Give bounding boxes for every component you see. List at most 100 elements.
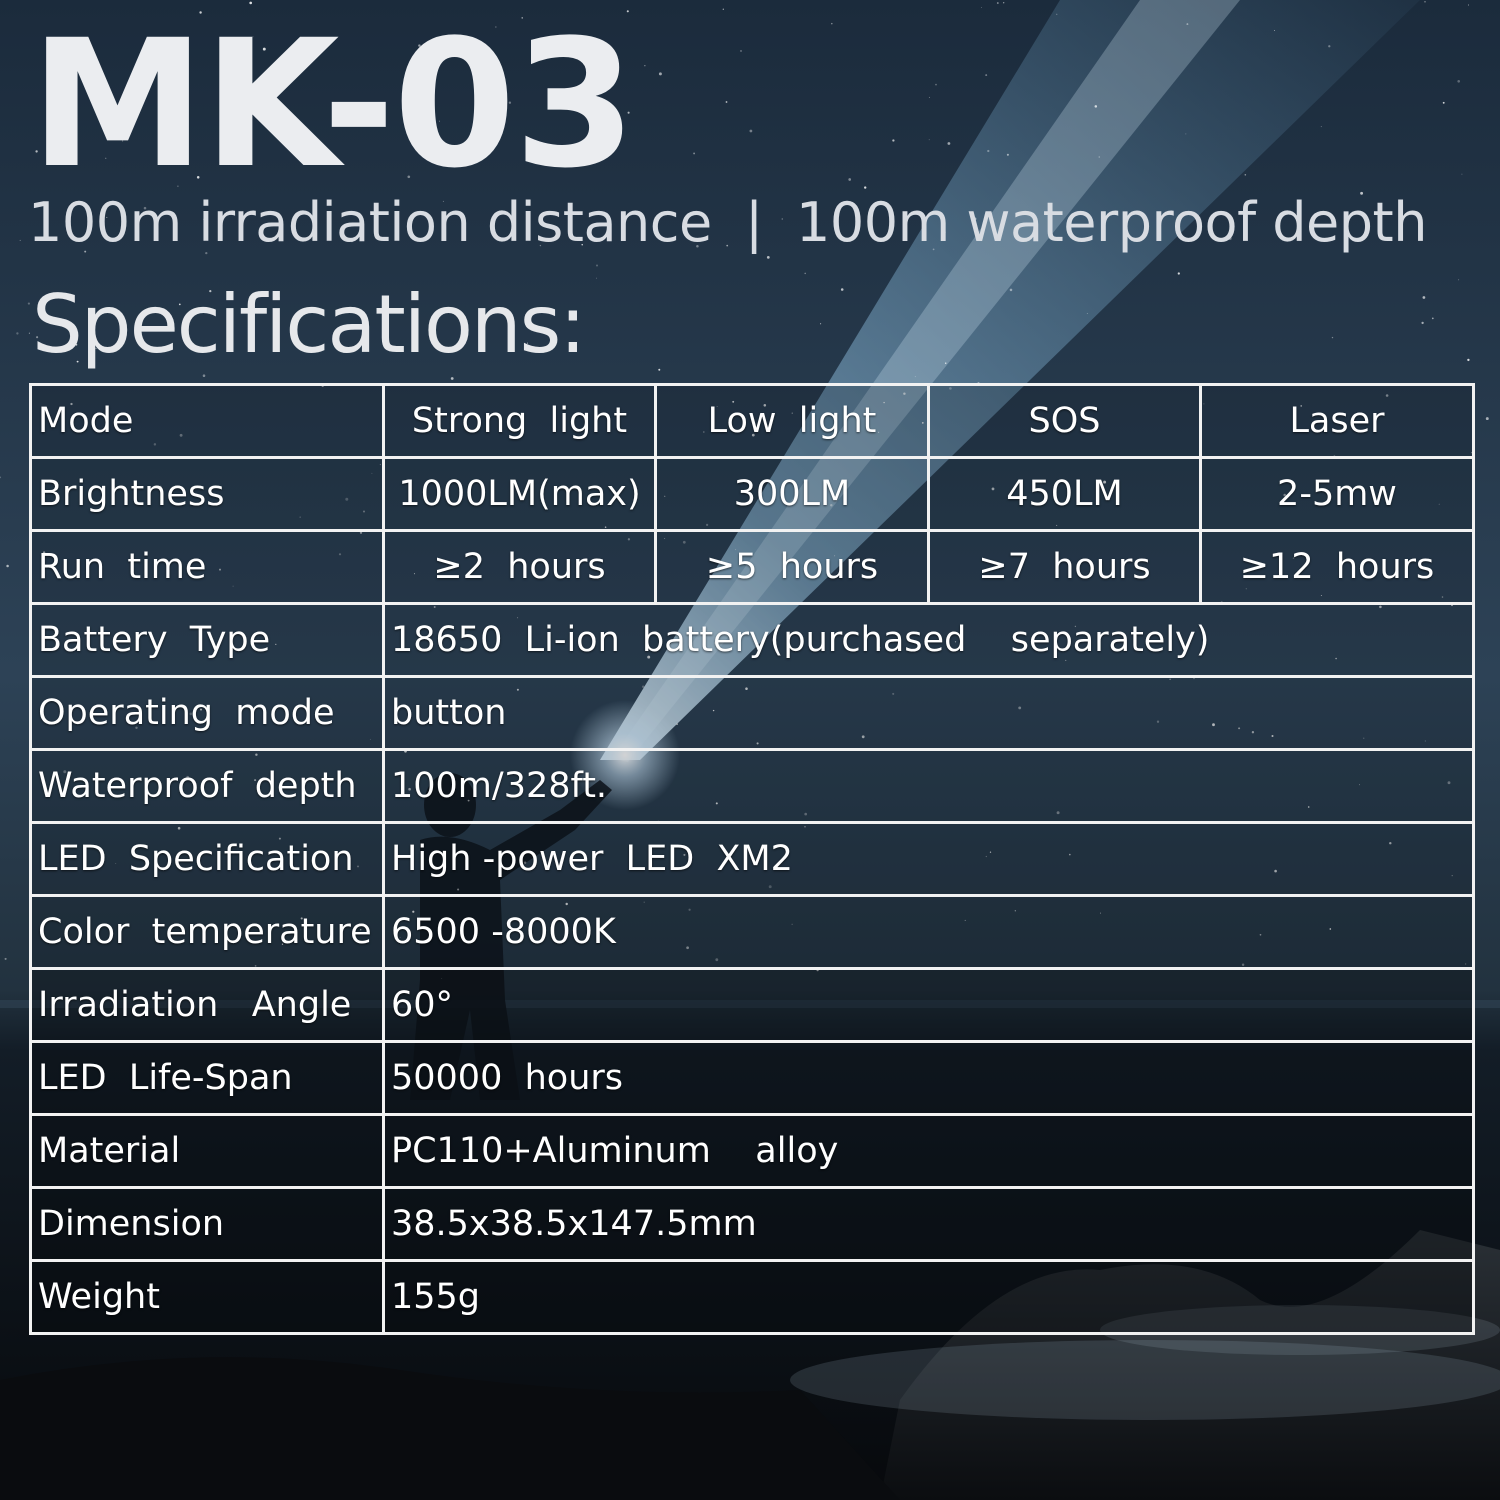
row-label: Dimension <box>29 1186 385 1262</box>
star <box>1177 272 1180 275</box>
star <box>95 347 97 350</box>
star <box>249 1 253 5</box>
row-value: button <box>382 675 1475 751</box>
mode-sos: SOS <box>927 383 1202 459</box>
star <box>205 251 208 255</box>
row-label: LED Life-Span <box>29 1040 385 1116</box>
star <box>1086 313 1088 314</box>
row-value: 18650 Li-ion battery(purchased separatel… <box>382 602 1475 678</box>
star <box>914 376 916 378</box>
star <box>831 22 833 25</box>
star <box>113 106 115 108</box>
star <box>595 264 599 267</box>
star <box>1424 1 1426 3</box>
star <box>804 272 806 275</box>
star <box>84 250 87 253</box>
star <box>627 111 630 114</box>
table-row: Material PC110+Aluminum alloy <box>29 1113 1475 1189</box>
specifications-heading: Specifications: <box>32 278 586 371</box>
star <box>606 217 609 220</box>
star <box>1458 279 1460 281</box>
row-label: Mode <box>29 383 385 459</box>
star <box>196 176 200 179</box>
star <box>820 323 822 325</box>
star <box>36 336 39 339</box>
star <box>693 152 696 155</box>
star <box>781 218 783 220</box>
star <box>521 17 523 19</box>
star <box>35 150 38 153</box>
star <box>28 332 30 334</box>
star <box>1360 191 1364 195</box>
star <box>203 218 205 221</box>
star <box>658 72 662 76</box>
row-label: Operating mode <box>29 675 385 751</box>
star <box>394 230 398 234</box>
star <box>442 200 444 202</box>
star <box>177 185 179 187</box>
star <box>725 101 728 103</box>
star <box>1457 79 1461 83</box>
star <box>1228 237 1232 240</box>
star <box>1244 174 1247 176</box>
table-cell: 2-5mw <box>1199 456 1475 532</box>
star <box>626 10 629 13</box>
row-value: 100m/328ft. <box>382 748 1475 824</box>
star <box>6 564 9 568</box>
star <box>122 140 124 142</box>
star <box>16 332 19 335</box>
star <box>75 344 78 346</box>
star <box>1006 153 1009 156</box>
table-row: LED Specification High -power LED XM2 <box>29 821 1475 897</box>
row-value: 38.5x38.5x147.5mm <box>382 1186 1475 1262</box>
star <box>1186 23 1189 26</box>
star <box>740 50 742 52</box>
star <box>1185 133 1187 135</box>
row-value: 50000 hours <box>382 1040 1475 1116</box>
row-label: Brightness <box>29 456 385 532</box>
star <box>981 7 983 9</box>
star <box>749 129 753 133</box>
star <box>527 342 528 344</box>
row-label: Weight <box>29 1259 385 1335</box>
star <box>27 302 30 305</box>
star <box>252 36 254 38</box>
star <box>928 139 930 141</box>
star <box>495 26 497 28</box>
star <box>596 277 597 279</box>
star <box>105 157 107 159</box>
row-label: Material <box>29 1113 385 1189</box>
star <box>1320 126 1322 128</box>
row-value: 60° <box>382 967 1475 1043</box>
star <box>334 342 336 344</box>
table-row: LED Life-Span 50000 hours <box>29 1040 1475 1116</box>
star <box>944 362 947 364</box>
star <box>947 142 951 145</box>
specifications-table: Mode Strong light Low light SOS Laser Br… <box>29 383 1475 1335</box>
star <box>1094 105 1098 108</box>
table-row: Dimension 38.5x38.5x147.5mm <box>29 1186 1475 1262</box>
row-value: PC110+Aluminum alloy <box>382 1113 1475 1189</box>
star <box>985 74 988 77</box>
star <box>450 377 454 380</box>
star <box>178 303 181 306</box>
star <box>438 120 441 122</box>
star <box>687 224 690 227</box>
row-label: Battery Type <box>29 602 385 678</box>
star <box>892 139 895 142</box>
star <box>222 163 224 165</box>
table-row-brightness: Brightness 1000LM(max) 300LM 450LM 2-5mw <box>29 456 1475 532</box>
table-cell: ≥7 hours <box>927 529 1202 605</box>
star <box>722 8 724 10</box>
table-row: Battery Type 18650 Li-ion battery(purcha… <box>29 602 1475 678</box>
star <box>726 244 729 247</box>
star <box>407 175 411 179</box>
star <box>199 11 202 14</box>
table-cell: 1000LM(max) <box>382 456 657 532</box>
star <box>76 360 79 363</box>
star <box>1485 417 1489 421</box>
table-cell: ≥2 hours <box>382 529 657 605</box>
star <box>1056 13 1058 15</box>
star <box>168 321 170 323</box>
star <box>539 244 542 247</box>
